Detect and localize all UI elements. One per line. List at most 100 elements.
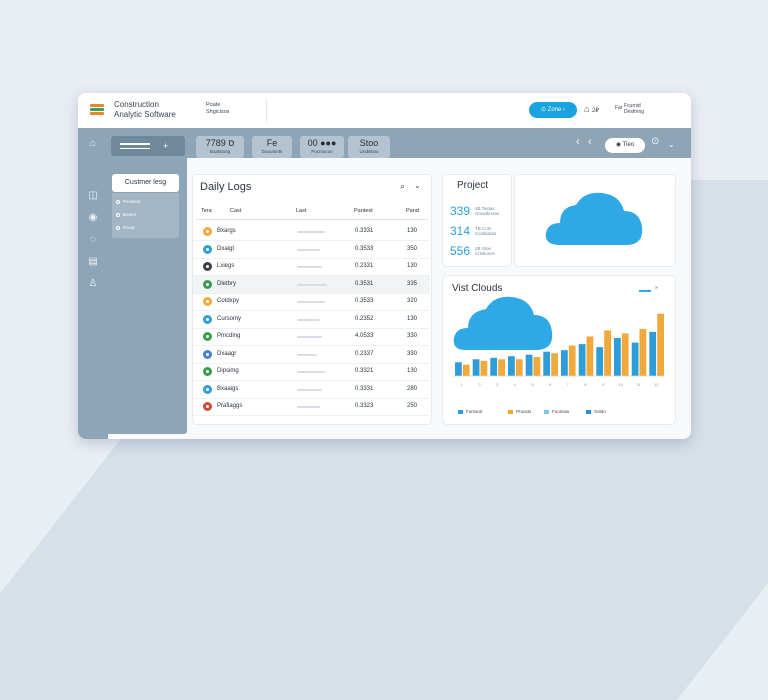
x-tick-label: 2 <box>478 382 481 387</box>
chart-title: Vist Clouds <box>452 283 503 294</box>
radio-icon <box>116 213 120 217</box>
table-row[interactable]: Cursomy 0.2352 130 <box>193 311 430 329</box>
table-row[interactable]: Cotdxpy 0.3533 320 <box>193 293 430 311</box>
avatar <box>203 402 212 411</box>
alert-icon[interactable]: ◉ <box>88 212 98 223</box>
col-header[interactable]: Pand <box>406 208 419 214</box>
header-divider <box>266 99 267 123</box>
row-code: 0.3533 <box>355 245 374 252</box>
forward-icon[interactable]: ‹ <box>588 136 592 148</box>
bar-pruosts-11 <box>639 328 647 376</box>
table-row[interactable]: Dxaagr 0.2337 330 <box>193 346 430 364</box>
back-icon[interactable]: ‹ <box>576 136 580 148</box>
x-tick-label: 12 <box>654 382 659 387</box>
row-name: Prafiaggs <box>217 403 243 409</box>
nav-sub-item[interactable]: Pecetion <box>116 199 141 205</box>
avatar <box>203 227 212 236</box>
chevron-down-icon[interactable]: ⌄ <box>668 140 675 149</box>
row-progress-bar <box>297 336 322 338</box>
col-header[interactable]: Pantest <box>354 208 373 214</box>
row-name: Dxaagr <box>217 350 237 357</box>
row-code: 4.0533 <box>355 333 374 339</box>
bar-fumsort-4 <box>508 356 515 376</box>
cloud-icon <box>545 192 643 245</box>
x-tick-label: 5 <box>531 382 534 387</box>
chat-icon[interactable]: ◌ <box>90 234 96 245</box>
project-stat-label: 2B Stoe Cristiones <box>475 246 495 256</box>
chart-icon[interactable]: ◫ <box>88 190 98 201</box>
user-icon[interactable]: ♙ <box>88 278 98 289</box>
stat-label-2: Cristiones <box>475 251 496 256</box>
row-progress-bar <box>297 248 320 251</box>
menu-toggle-button[interactable]: + <box>111 136 185 156</box>
row-progress-bar <box>297 388 322 391</box>
notification-button[interactable]: ⌂ 2₽ <box>584 104 599 114</box>
collapse-icon: + <box>163 141 169 151</box>
bar-pruosts-5 <box>533 357 541 376</box>
row-number: 320 <box>407 298 418 304</box>
avatar <box>203 332 212 341</box>
notification-count: 2₽ <box>591 108 600 114</box>
bar-fumsort-5 <box>525 354 533 376</box>
nav-sub-item[interactable]: Boomi <box>116 212 136 218</box>
chip-value: Stoo <box>359 138 379 148</box>
nav-submenu: Pecetion Boomi Pocat <box>112 193 179 238</box>
chart-legend-item: Fumsort <box>458 409 483 414</box>
breadcrumb[interactable]: Poate Shgicisos <box>206 102 230 116</box>
tieo-label: Tieo <box>622 142 635 148</box>
table-row[interactable]: Dxaigt 0.3533 350 <box>193 241 430 259</box>
legend-line <box>639 290 651 292</box>
bar-fumsort-12 <box>649 331 657 376</box>
row-progress-bar <box>297 266 322 268</box>
x-tick-label: 11 <box>636 382 641 387</box>
chevron-down-icon[interactable]: ⌄ <box>414 181 421 190</box>
x-tick-label: 6 <box>549 382 552 387</box>
row-code: 0.3533 <box>355 298 374 304</box>
zone-button-label: Zone <box>547 107 562 113</box>
table-row[interactable]: Bxargs 0.3331 130 <box>193 223 430 241</box>
table-row[interactable]: Dipsimg 0.3321 130 <box>193 363 430 381</box>
table-row[interactable]: Bxaaigs 0.3331 280 <box>193 381 430 399</box>
chart-legend-item: Fuomias <box>544 409 569 414</box>
toolbar-chip-4[interactable]: Stoo Lindsitiou <box>348 136 390 158</box>
doc-icon[interactable]: ▤ <box>88 256 98 267</box>
table-row[interactable]: Pmcdlng 4.0533 330 <box>193 328 430 346</box>
breadcrumb-line1: Poate <box>206 102 221 108</box>
legend-swatch <box>586 409 591 414</box>
nav-sub-item[interactable]: Pocat <box>116 225 135 231</box>
row-number: 130 <box>407 263 418 269</box>
avatar <box>203 384 212 394</box>
zone-button[interactable]: ⊙ Zone › <box>529 102 577 118</box>
daily-logs-title: Daily Logs <box>200 181 252 193</box>
toolbar-chip-2[interactable]: Fe Dooumnts <box>252 136 292 158</box>
chart-legend-item: Pruosts <box>508 409 531 414</box>
hamburger-icon <box>120 143 150 152</box>
chart-legend-item: Sobto <box>586 409 606 414</box>
row-name: Pmcdlng <box>217 333 241 339</box>
toolbar-chip-3[interactable]: 00 ●●● Pocmocon <box>300 136 344 158</box>
tieo-button[interactable]: ◉ Tieo <box>605 138 645 153</box>
table-row[interactable]: Prafiaggs 0.3323 250 <box>193 398 430 416</box>
table-row[interactable]: Lxiegs 0.2331 130 <box>193 258 430 276</box>
toolbar-chip-1[interactable]: 7ס 789 Boatstung <box>196 136 244 158</box>
nav-item-customer-log[interactable]: Custmer lesg <box>112 174 179 192</box>
expand-icon[interactable]: » <box>655 285 658 291</box>
chip-label: Pocmocon <box>311 149 333 154</box>
col-header[interactable]: Cast <box>230 208 242 214</box>
row-code: 0.3331 <box>355 228 374 234</box>
row-name: Bxaaigs <box>217 385 239 392</box>
settings-icon[interactable]: ⊙ <box>651 136 660 147</box>
row-name: Bxargs <box>217 228 236 234</box>
search-icon[interactable]: ⌕ <box>400 181 406 191</box>
home-icon[interactable]: ⌂ <box>89 138 97 149</box>
avatar <box>203 349 212 359</box>
chip-label: Boatstung <box>209 149 231 154</box>
col-header[interactable]: Last <box>296 208 307 214</box>
table-row[interactable]: Dletbry 0.3531 335 <box>193 275 430 294</box>
legend-swatch <box>544 409 549 414</box>
col-header[interactable]: Tera <box>201 208 212 214</box>
row-progress-bar <box>297 353 317 356</box>
row-number: 280 <box>407 385 418 392</box>
bar-fumsort-11 <box>631 342 639 376</box>
row-progress-bar <box>297 301 325 303</box>
